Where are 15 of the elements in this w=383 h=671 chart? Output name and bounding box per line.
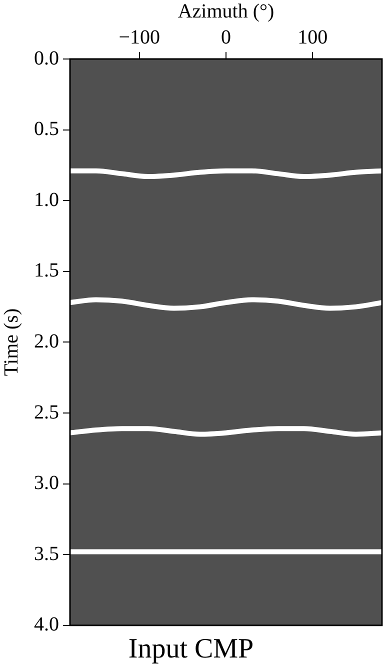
y-tick-label: 2.5 (34, 401, 59, 424)
y-tick-label: 2.0 (34, 330, 59, 352)
x-tick-label: −100 (118, 26, 160, 48)
x-tick-label: 0 (221, 26, 231, 48)
y-tick-label: 3.5 (34, 542, 59, 565)
y-tick-label: 4.0 (34, 614, 59, 636)
y-tick-label: 0.0 (34, 47, 59, 70)
text: Input CMP (128, 634, 254, 665)
x-axis-title: Azimuth (°) (178, 0, 274, 22)
y-tick-label: 3.0 (34, 472, 59, 494)
y-tick-label: 1.0 (34, 188, 59, 211)
x-tick-label: 100 (298, 26, 328, 48)
y-axis-title: Time (s) (0, 308, 22, 376)
y-tick-label: 1.5 (34, 260, 59, 282)
y-tick-label: 0.5 (34, 118, 59, 140)
